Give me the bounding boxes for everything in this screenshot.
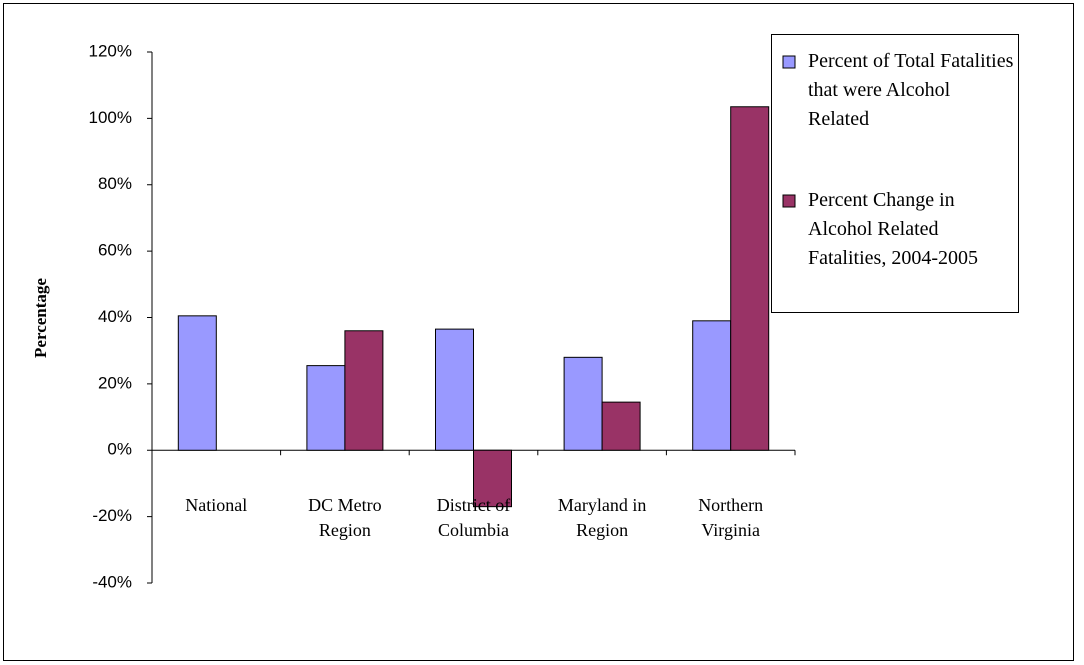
legend-label: Percent of Total Fatalities that were Al…: [808, 50, 1014, 130]
x-tick-label: National: [185, 495, 248, 515]
y-tick-label: 20%: [98, 373, 132, 392]
x-tick-label: DC Metro Region: [308, 495, 382, 540]
y-tick-label: -40%: [92, 572, 132, 591]
bar: [601, 401, 641, 451]
bar: [306, 365, 346, 451]
legend-swatch: [782, 55, 796, 69]
y-tick-label: 100%: [89, 108, 132, 127]
y-axis-label: Percentage: [31, 278, 50, 358]
bar: [344, 330, 384, 451]
chart-border: [3, 3, 1074, 661]
legend-box: [771, 34, 1019, 313]
y-tick-label: -20%: [92, 506, 132, 525]
x-tick-label: Northern Virginia: [698, 495, 764, 540]
bar: [473, 449, 512, 508]
bar: [435, 328, 474, 451]
y-tick-label: 60%: [98, 241, 132, 260]
legend-swatch: [782, 194, 796, 208]
x-tick-label: District of Columbia: [436, 495, 511, 540]
y-tick-label: 40%: [98, 307, 132, 326]
bar: [730, 106, 770, 451]
x-tick-label: Maryland in Region: [557, 495, 647, 540]
y-tick-label: 0%: [107, 440, 132, 459]
bar: [692, 320, 732, 451]
y-tick-label: 120%: [89, 41, 132, 60]
bar: [177, 315, 217, 451]
legend-label: Percent Change in Alcohol Related Fatali…: [808, 189, 978, 269]
y-tick-label: 80%: [98, 174, 132, 193]
bar: [563, 356, 603, 451]
